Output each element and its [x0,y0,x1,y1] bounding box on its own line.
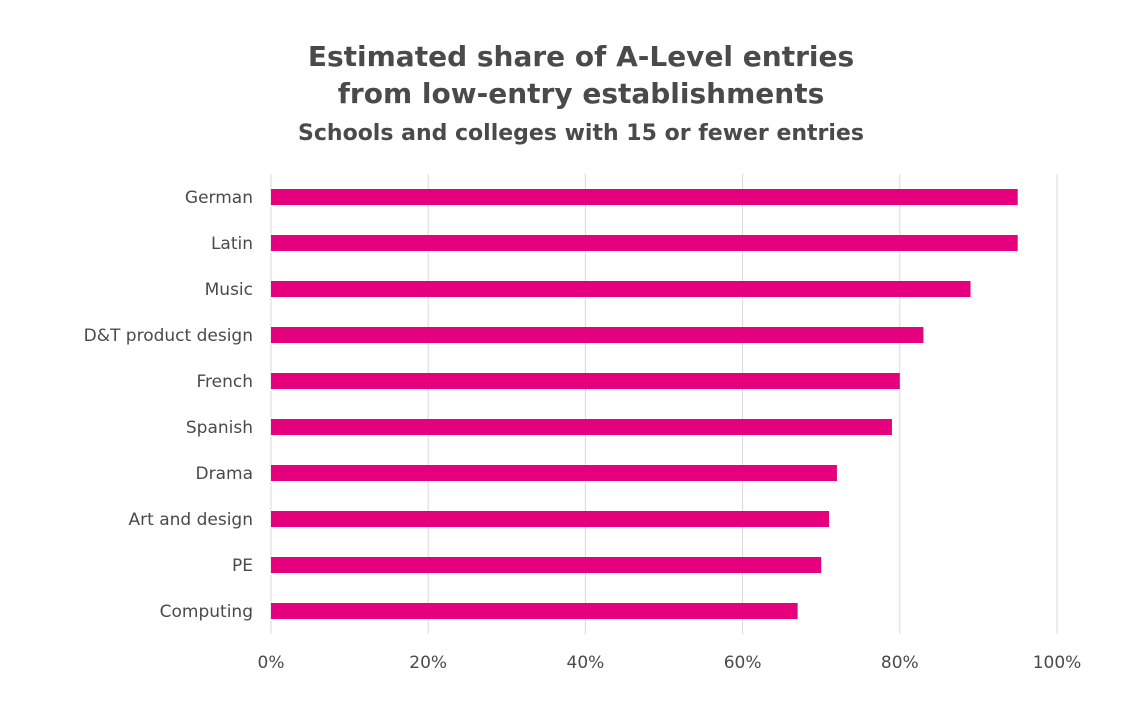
bar [271,419,892,435]
bar [271,603,798,619]
bar [271,189,1018,205]
bar [271,235,1018,251]
category-label: PE [232,556,253,576]
bar [271,557,822,573]
category-label: D&T product design [84,326,253,346]
category-labels: German Latin Music D&T product design French… [84,188,253,622]
category-label: Computing [160,602,253,622]
category-label: Music [205,280,253,300]
chart-title-line-1: Estimated share of A-Level entries [308,40,854,73]
bar [271,465,837,481]
x-tick-label: 80% [881,653,919,673]
x-tick-label: 20% [409,653,447,673]
bar [271,281,971,297]
x-tick-label: 100% [1033,653,1082,673]
bar [271,327,924,343]
category-label: Drama [196,464,253,484]
x-tick-label: 60% [724,653,762,673]
x-tick-label: 0% [258,653,285,673]
category-label: Latin [211,234,253,254]
bars [271,189,1018,619]
category-label: French [196,372,253,392]
x-axis-tick-labels: 0% 20% 40% 60% 80% 100% [258,653,1082,673]
bar [271,511,830,527]
category-label: Art and design [129,510,253,530]
chart-title-line-2: from low-entry establishments [338,77,825,110]
category-label: Spanish [186,418,253,438]
chart-subtitle: Schools and colleges with 15 or fewer en… [298,121,864,146]
bar [271,373,900,389]
category-label: German [185,188,253,208]
x-tick-label: 40% [567,653,605,673]
